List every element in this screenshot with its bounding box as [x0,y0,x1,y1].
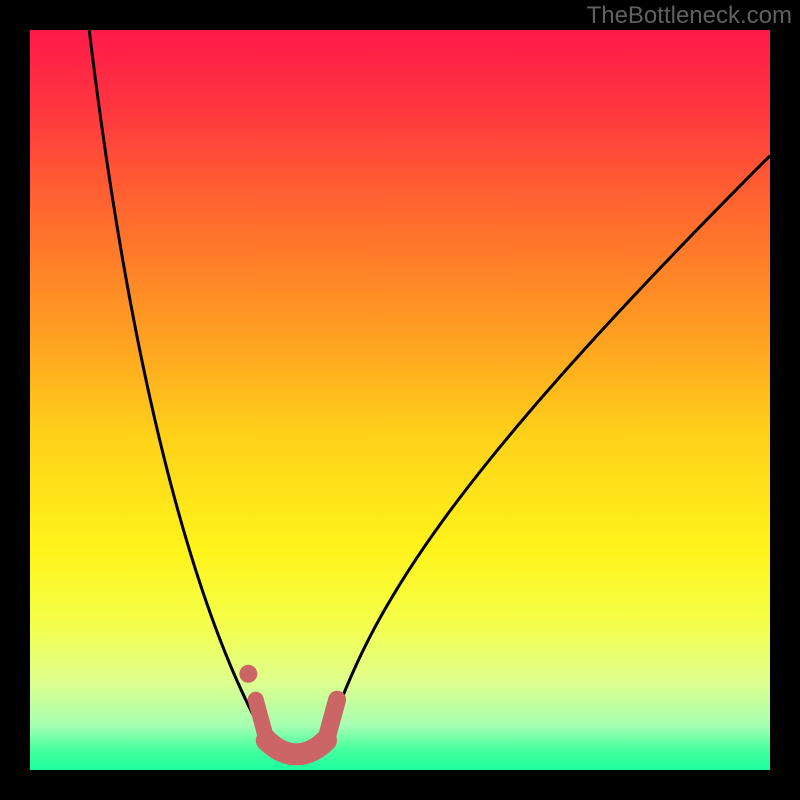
gradient-plot-area [30,30,770,770]
chart-container: TheBottleneck.com [0,0,800,800]
highlight-dot [239,665,257,683]
watermark-label: TheBottleneck.com [587,2,792,30]
bottleneck-chart [0,0,800,800]
